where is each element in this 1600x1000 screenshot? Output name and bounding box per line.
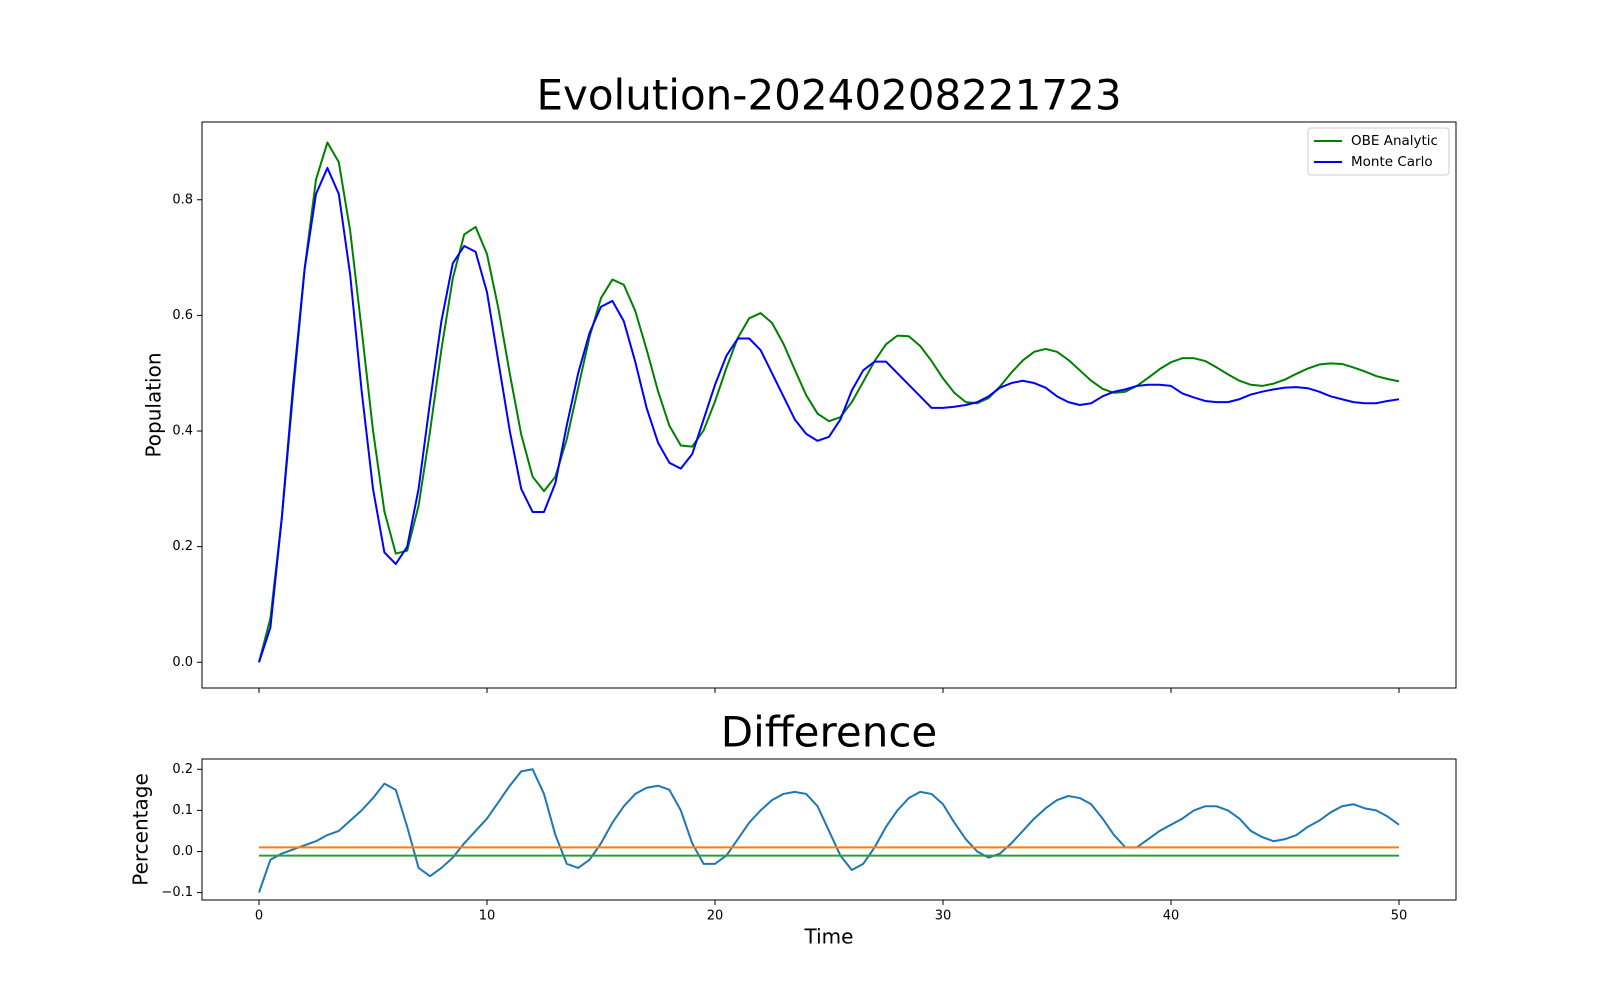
axes-title: Evolution-20240208221723 [536, 71, 1121, 120]
data-line [258, 768, 1400, 893]
y-axis-label: Percentage [129, 773, 153, 886]
legend-label: Monte Carlo [1351, 154, 1433, 170]
x-tick-label: 50 [1391, 909, 1408, 924]
y-tick-label: 0.2 [172, 762, 193, 777]
x-tick-label: 40 [1163, 909, 1180, 924]
x-axis-label: Time [804, 925, 854, 949]
legend-label: OBE Analytic [1351, 133, 1438, 149]
x-tick-label: 10 [479, 909, 496, 924]
y-tick-label: 0.1 [172, 803, 193, 818]
legend-box [1307, 127, 1450, 176]
x-tick-label: 0 [255, 909, 263, 924]
y-tick-label: 0.2 [172, 539, 193, 554]
y-tick-label: 0.4 [172, 424, 193, 439]
y-tick-label: 0.0 [172, 844, 193, 859]
y-axis-label: Population [142, 352, 166, 457]
data-line [258, 166, 1400, 663]
x-tick-label: 30 [935, 909, 952, 924]
y-tick-label: −0.1 [161, 885, 193, 900]
y-tick-label: 0.6 [172, 308, 193, 323]
data-line [258, 141, 1400, 663]
y-tick-label: 0.0 [172, 655, 193, 670]
y-tick-label: 0.8 [172, 192, 193, 207]
axes-frame [201, 758, 1457, 901]
x-tick-label: 20 [707, 909, 724, 924]
legend: OBE Analytic Monte Carlo [1307, 127, 1450, 176]
axes-frame [201, 121, 1457, 689]
axes-title: Difference [721, 708, 938, 757]
